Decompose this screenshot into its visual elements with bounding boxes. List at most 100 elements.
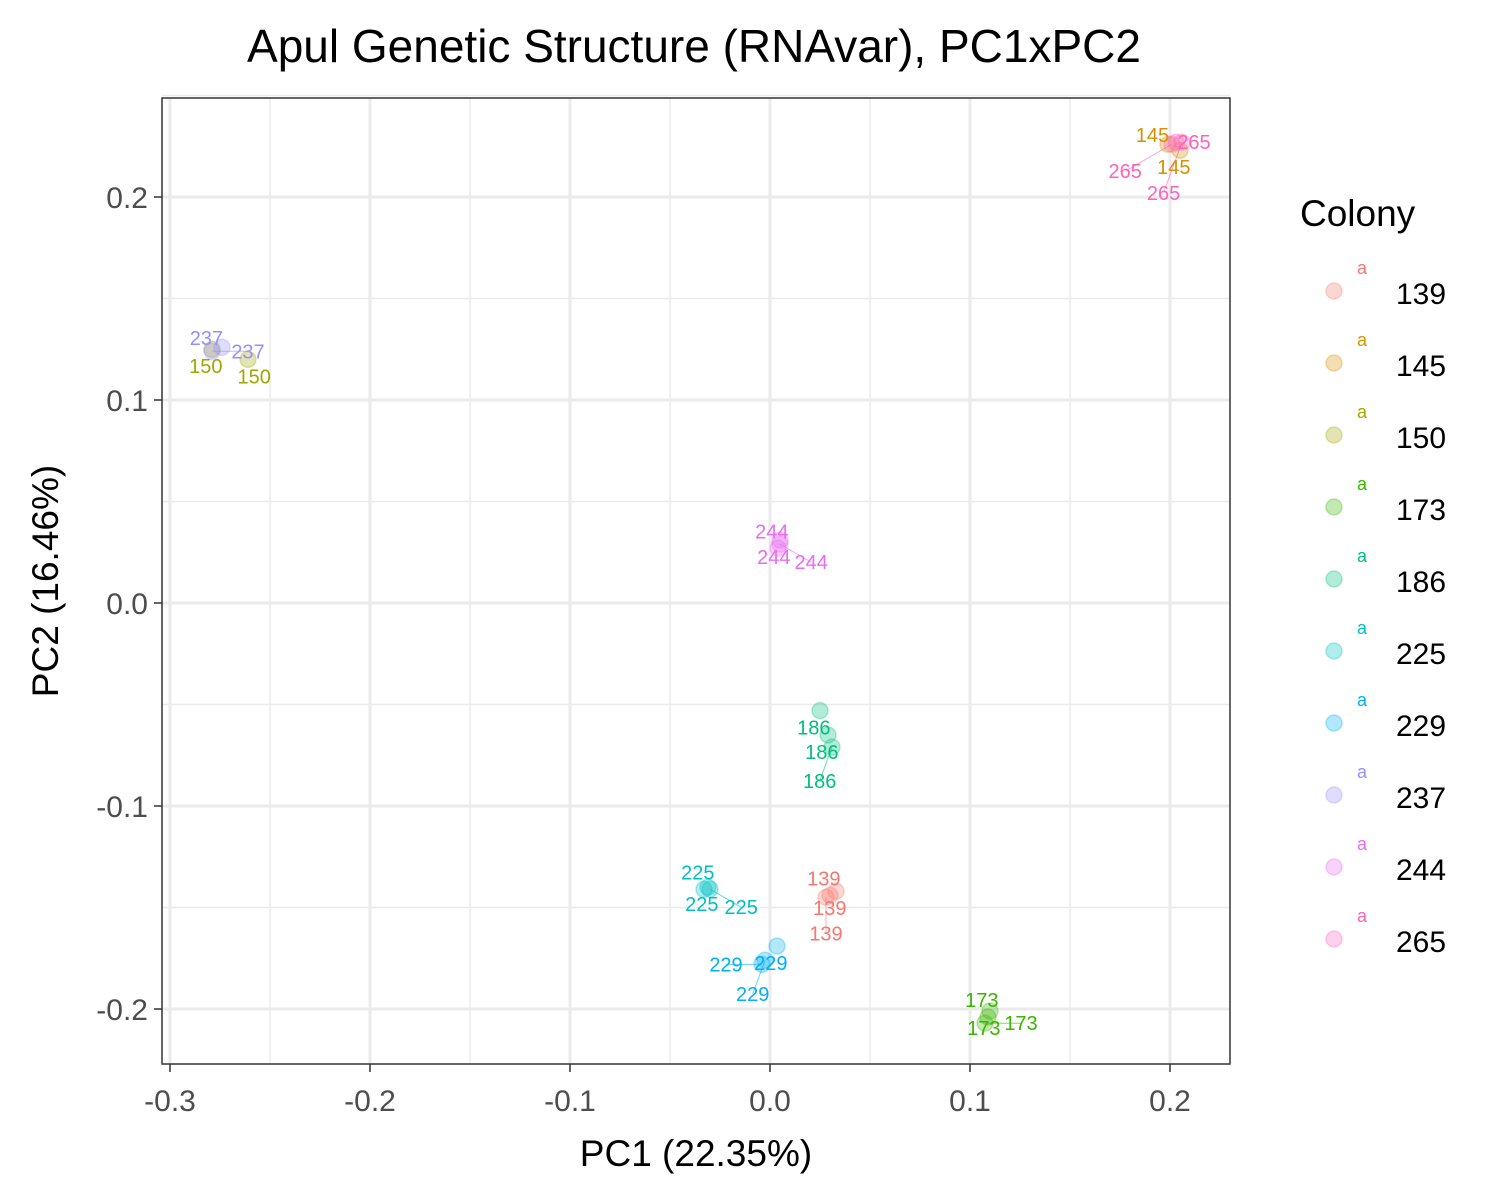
legend-key-text-244: a [1357, 834, 1368, 854]
plot-border [161, 97, 1231, 1065]
point-colony-173 [979, 1008, 997, 1026]
legend-label-186: 186 [1396, 566, 1446, 599]
legend-key-229 [1325, 714, 1343, 732]
point-label-colony-186: 186 [805, 742, 838, 764]
label-leader-line [779, 543, 812, 563]
point-colony-150 [203, 340, 221, 358]
legend-key-text-225: a [1357, 618, 1368, 638]
point-colony-237 [213, 338, 231, 356]
legend-label-173: 173 [1396, 494, 1446, 527]
point-colony-139 [821, 886, 839, 905]
point-colony-229 [768, 937, 786, 955]
point-colony-265 [1167, 133, 1185, 151]
legend-label-145: 145 [1396, 350, 1446, 383]
point-label-colony-244: 244 [794, 552, 827, 574]
point-colony-225 [695, 880, 713, 898]
point-label-colony-173: 173 [965, 990, 998, 1012]
legend-label-139: 139 [1396, 278, 1446, 311]
point-label-colony-145: 145 [1157, 157, 1190, 179]
y-tick-label: -0.2 [96, 994, 148, 1027]
point-label-colony-186: 186 [797, 718, 830, 740]
legend-key-173 [1325, 498, 1343, 516]
x-tick-label: 0.0 [749, 1085, 791, 1118]
legend-label-150: 150 [1396, 422, 1446, 455]
legend-key-139 [1325, 282, 1343, 300]
point-colony-225 [701, 880, 719, 898]
legend-key-text-265: a [1357, 906, 1368, 926]
point-colony-186 [819, 726, 837, 744]
point-colony-173 [976, 1014, 994, 1032]
legend-key-225 [1325, 642, 1343, 660]
legend-key-244 [1325, 858, 1343, 876]
legend-key-text-186: a [1357, 546, 1368, 566]
label-leader-line [709, 888, 742, 908]
point-colony-229 [753, 955, 771, 974]
point-colony-265 [1163, 135, 1181, 153]
point-colony-186 [811, 701, 829, 720]
label-leader-line [819, 746, 833, 782]
legend-label-265: 265 [1396, 926, 1446, 959]
label-leader-line [1124, 143, 1173, 172]
legend-key-237 [1325, 786, 1343, 804]
y-axis-label: PC2 (16.46%) [25, 465, 66, 697]
x-tick-label: -0.3 [144, 1085, 196, 1118]
x-tick-label: -0.2 [344, 1085, 396, 1118]
point-colony-265 [1173, 133, 1191, 151]
y-tick-label: -0.1 [96, 791, 148, 824]
point-colony-145 [1159, 135, 1177, 153]
point-label-colony-225: 225 [685, 894, 718, 916]
point-colony-186 [823, 738, 841, 756]
label-leader-line [752, 960, 766, 995]
point-label-colony-265: 265 [1109, 161, 1142, 183]
legend-label-229: 229 [1396, 710, 1446, 743]
point-colony-173 [981, 1002, 999, 1020]
point-label-colony-265: 265 [1177, 132, 1210, 154]
point-colony-229 [756, 951, 774, 970]
legend-key-150 [1325, 426, 1343, 444]
point-colony-139 [817, 888, 835, 907]
plot-panel [162, 98, 1230, 1064]
point-label-colony-150: 150 [237, 366, 270, 388]
point-colony-237 [203, 342, 221, 361]
legend-key-text-173: a [1357, 474, 1368, 494]
legend-title: Colony [1300, 193, 1416, 234]
chart-title: Apul Genetic Structure (RNAvar), PC1xPC2 [247, 20, 1141, 72]
point-label-colony-139: 139 [807, 868, 840, 890]
y-tick-label: 0.0 [106, 588, 148, 621]
point-label-colony-265: 265 [1147, 183, 1180, 205]
point-label-colony-225: 225 [724, 897, 757, 919]
point-colony-225 [699, 878, 717, 896]
legend-label-225: 225 [1396, 638, 1446, 671]
legend-key-text-139: a [1357, 258, 1368, 278]
point-label-colony-173: 173 [1004, 1013, 1037, 1035]
point-colony-145 [1171, 141, 1189, 160]
point-label-colony-173: 173 [967, 1018, 1000, 1040]
point-label-colony-186: 186 [803, 771, 836, 793]
legend-key-text-237: a [1357, 762, 1368, 782]
point-label-colony-229: 229 [709, 954, 742, 976]
point-colony-244 [771, 535, 789, 553]
point-label-colony-150: 150 [189, 356, 222, 378]
point-colony-150 [239, 350, 257, 369]
point-colony-244 [769, 539, 787, 557]
label-leader-line [1163, 142, 1183, 194]
legend-key-text-229: a [1357, 690, 1368, 710]
y-tick-label: 0.2 [106, 182, 148, 215]
point-label-colony-139: 139 [809, 923, 842, 945]
point-label-colony-244: 244 [755, 521, 788, 543]
point-label-colony-225: 225 [681, 862, 714, 884]
x-tick-label: 0.2 [1149, 1085, 1191, 1118]
point-label-colony-145: 145 [1136, 125, 1169, 147]
point-label-colony-237: 237 [231, 341, 264, 363]
x-tick-label: -0.1 [544, 1085, 596, 1118]
legend-key-186 [1325, 570, 1343, 588]
point-label-colony-139: 139 [813, 898, 846, 920]
legend-label-237: 237 [1396, 782, 1446, 815]
legend-key-text-150: a [1357, 402, 1368, 422]
point-label-colony-244: 244 [757, 547, 790, 569]
legend-key-265 [1325, 930, 1343, 948]
point-label-colony-237: 237 [190, 328, 223, 350]
point-label-colony-229: 229 [754, 953, 787, 975]
point-colony-244 [771, 531, 789, 549]
